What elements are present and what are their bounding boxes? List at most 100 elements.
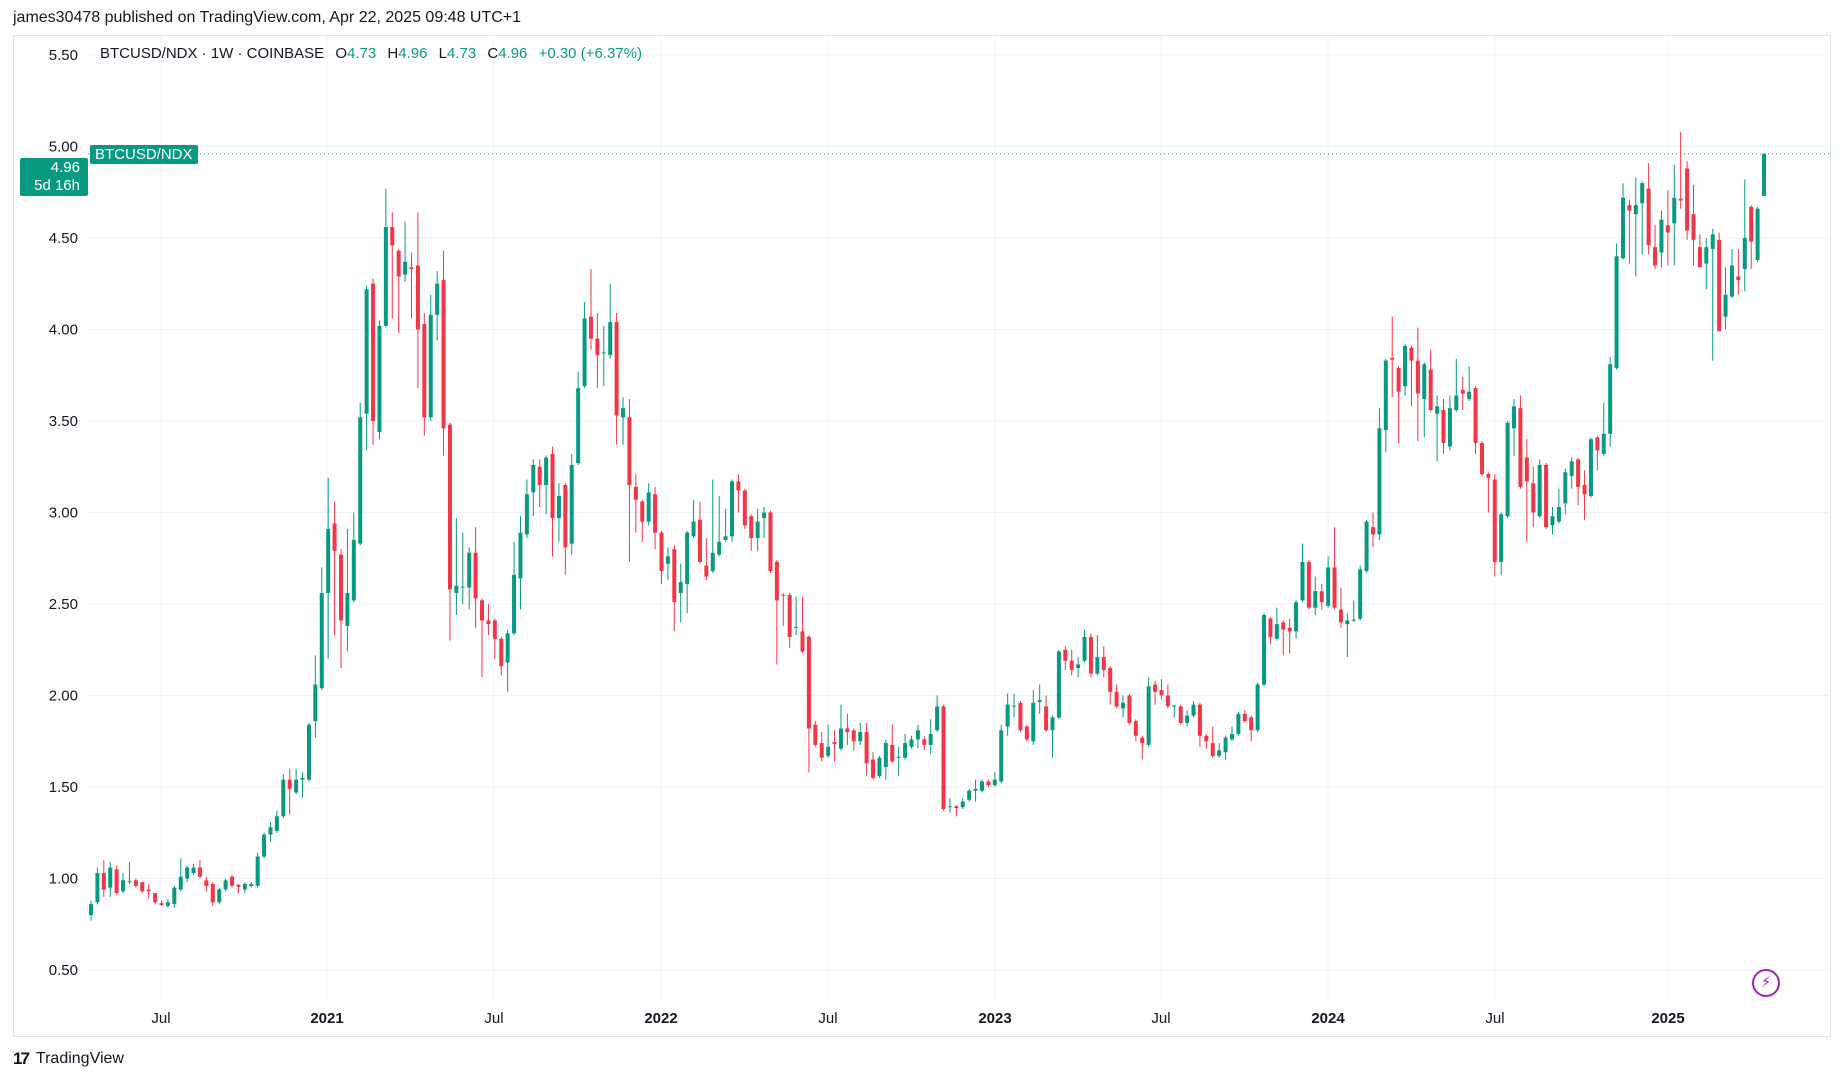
candle xyxy=(383,188,388,328)
candle xyxy=(730,479,734,542)
candle-body xyxy=(922,739,927,745)
candle xyxy=(1447,395,1452,451)
candle-body xyxy=(473,552,478,599)
candle-body xyxy=(794,626,799,628)
candle xyxy=(922,735,927,751)
candle xyxy=(1037,684,1042,714)
candle-body xyxy=(127,881,132,883)
candle xyxy=(1056,649,1061,720)
candle-body xyxy=(1390,357,1395,360)
candle-body xyxy=(697,519,702,562)
lightning-icon[interactable]: ⚡︎ xyxy=(1752,969,1780,997)
candle-body xyxy=(1627,205,1632,211)
candle xyxy=(492,618,497,659)
candle-body xyxy=(665,556,670,564)
candle xyxy=(1665,190,1670,266)
candle xyxy=(1729,248,1734,299)
candle-body xyxy=(1717,239,1722,332)
candle-body xyxy=(1268,618,1273,637)
candle xyxy=(1633,177,1638,277)
candle-body xyxy=(223,880,228,890)
candle xyxy=(544,455,549,515)
candle-body xyxy=(326,528,331,594)
footer-brand: 17 TradingView xyxy=(13,1049,124,1069)
chart-frame xyxy=(13,35,1831,1037)
candle xyxy=(755,508,760,551)
candle xyxy=(806,635,811,773)
candle xyxy=(1050,715,1055,758)
candle-body xyxy=(351,539,356,601)
candle-body xyxy=(986,781,991,786)
symbol-title[interactable]: BTCUSD/NDX · 1W · COINBASE xyxy=(100,45,325,62)
candle-body xyxy=(1685,168,1690,231)
candle-body xyxy=(864,732,869,764)
candle xyxy=(313,655,318,738)
candle xyxy=(338,549,343,669)
candle xyxy=(326,477,331,659)
low-value: 4.73 xyxy=(446,45,477,62)
candle xyxy=(441,250,446,456)
candle xyxy=(230,874,235,888)
candle xyxy=(1749,205,1754,270)
x-tick-label: 2025 xyxy=(1651,1010,1684,1027)
candle-body xyxy=(512,574,517,634)
candle xyxy=(909,735,914,749)
candle-body xyxy=(691,521,696,537)
candle xyxy=(1736,248,1741,295)
candle-body xyxy=(1576,459,1581,487)
candle-body xyxy=(146,889,151,892)
candle xyxy=(255,852,260,888)
candle xyxy=(1242,710,1247,723)
candle-body xyxy=(1262,614,1267,685)
candle xyxy=(1441,399,1446,454)
candle-body xyxy=(191,867,196,874)
candle xyxy=(1338,587,1343,628)
candle xyxy=(1512,399,1517,456)
candle-body xyxy=(806,636,811,729)
candle xyxy=(678,563,683,623)
candle xyxy=(697,501,702,564)
candle-body xyxy=(300,777,305,780)
candle-body xyxy=(524,494,529,535)
candle xyxy=(1255,682,1260,733)
candle xyxy=(717,496,722,557)
candle xyxy=(1653,225,1658,270)
candle-body xyxy=(1223,737,1228,753)
candle xyxy=(178,858,183,892)
candle xyxy=(1556,488,1561,524)
candle xyxy=(1524,439,1529,542)
candle-body xyxy=(1204,735,1209,742)
candle xyxy=(1024,724,1029,742)
candle-body xyxy=(210,883,215,903)
candle xyxy=(1685,161,1690,240)
candle-body xyxy=(1217,750,1222,756)
candle xyxy=(871,752,876,780)
candle xyxy=(1018,700,1023,733)
candle-body xyxy=(454,585,459,594)
candle xyxy=(1505,421,1510,518)
candle-body xyxy=(1255,684,1260,731)
y-tick-label: 1.00 xyxy=(49,871,78,888)
candle xyxy=(95,867,100,905)
candle xyxy=(1300,543,1305,603)
candle xyxy=(1210,726,1215,758)
candle xyxy=(1044,695,1049,733)
candle-body xyxy=(576,388,581,464)
candle-body xyxy=(1467,391,1472,400)
candle-body xyxy=(1486,474,1491,478)
candle-body xyxy=(909,739,914,747)
candle xyxy=(1146,677,1151,747)
candle xyxy=(979,779,984,793)
candle xyxy=(396,248,401,334)
candle-body xyxy=(403,261,408,275)
candle xyxy=(1620,183,1625,260)
candle-body xyxy=(1095,657,1100,674)
candle xyxy=(659,530,664,584)
candle-body xyxy=(230,876,235,886)
y-axis-labels: 0.50 1.00 1.50 2.00 2.50 3.00 3.50 4.00 4.50 5.00… xyxy=(49,47,78,979)
candle-body xyxy=(1595,437,1600,451)
candle xyxy=(1306,560,1311,610)
candle-body xyxy=(1319,591,1324,603)
candle xyxy=(621,397,626,445)
